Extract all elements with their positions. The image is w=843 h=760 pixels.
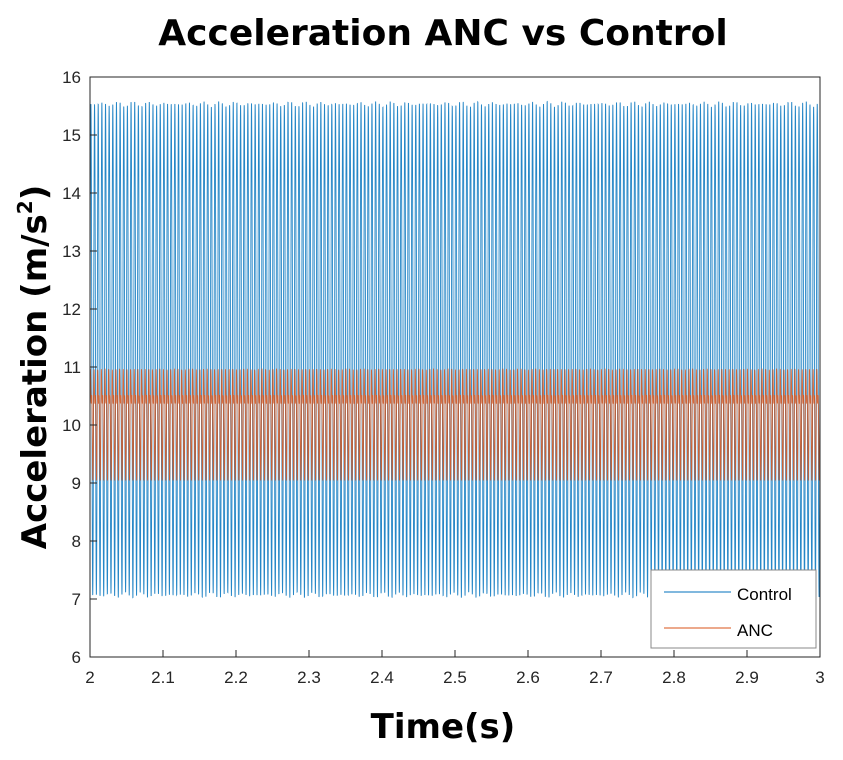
y-tick-label: 8	[72, 532, 81, 551]
x-tick-label: 3	[815, 668, 824, 687]
legend-label-control: Control	[737, 585, 792, 604]
x-tick-label: 2.1	[151, 668, 175, 687]
legend-box	[650, 569, 817, 649]
series-line-control	[89, 100, 821, 599]
x-tick-label: 2.7	[589, 668, 613, 687]
y-label-sup: 2	[13, 200, 37, 214]
y-tick-label: 16	[62, 68, 81, 87]
x-tick-label: 2	[85, 668, 94, 687]
legend-label-anc: ANC	[737, 621, 773, 640]
y-tick-label: 6	[72, 648, 81, 667]
y-tick-label: 9	[72, 474, 81, 493]
y-tick-label: 10	[62, 416, 81, 435]
x-tick-label: 2.3	[297, 668, 321, 687]
y-tick-label: 12	[62, 300, 81, 319]
series-line-anc	[89, 368, 821, 481]
y-tick-label: 11	[63, 358, 81, 377]
x-tick-label: 2.9	[735, 668, 759, 687]
x-axis-label: Time(s)	[371, 707, 516, 747]
legend: Control ANC	[650, 569, 817, 649]
y-axis-label: Acceleration (m/s2)	[13, 185, 55, 550]
y-tick-label: 15	[62, 126, 81, 145]
y-label-close: )	[15, 185, 55, 201]
y-tick-label: 13	[62, 242, 81, 261]
ticks: 2 2.1 2.2 2.3 2.4 2.5 2.6 2.7 2.8 2.9 3 6 7 8 9 10 11 12 1…	[62, 68, 825, 687]
y-tick-label: 14	[62, 184, 81, 203]
y-tick-label: 7	[72, 590, 81, 609]
x-tick-label: 2.6	[516, 668, 540, 687]
x-tick-label: 2.2	[224, 668, 248, 687]
series-lines	[89, 100, 821, 599]
y-label-main: Acceleration (m/s	[15, 214, 55, 549]
x-tick-label: 2.4	[370, 668, 394, 687]
x-tick-label: 2.5	[443, 668, 467, 687]
x-tick-label: 2.8	[662, 668, 686, 687]
chart-title: Acceleration ANC vs Control	[158, 13, 727, 54]
